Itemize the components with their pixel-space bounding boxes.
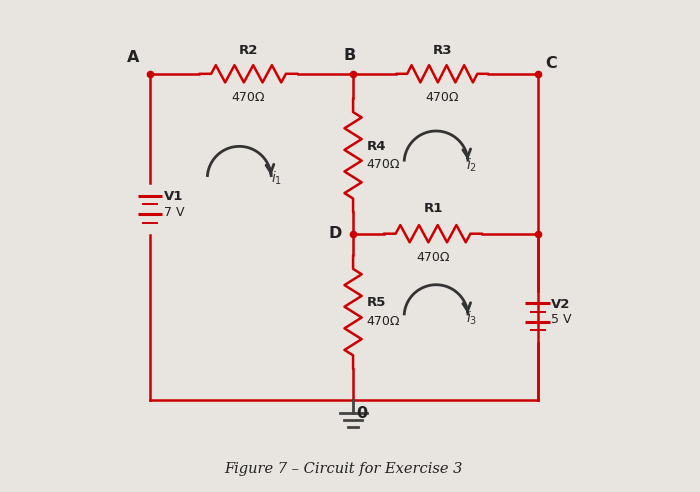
Text: 470Ω: 470Ω [416, 251, 450, 264]
Text: A: A [127, 50, 139, 64]
Text: 7 V: 7 V [164, 206, 184, 218]
Text: 5 V: 5 V [551, 313, 572, 326]
Text: $i_2$: $i_2$ [466, 156, 477, 174]
Text: C: C [545, 56, 557, 71]
Text: $i_1$: $i_1$ [271, 170, 282, 187]
Text: B: B [344, 48, 356, 62]
Text: Figure 7 – Circuit for Exercise 3: Figure 7 – Circuit for Exercise 3 [225, 461, 463, 476]
Text: R3: R3 [433, 44, 452, 57]
Text: $i_3$: $i_3$ [466, 310, 477, 327]
Text: R2: R2 [239, 44, 258, 57]
Text: 0: 0 [356, 406, 368, 421]
Text: V1: V1 [164, 190, 183, 203]
Text: 470Ω: 470Ω [426, 91, 459, 104]
Text: D: D [328, 226, 342, 241]
Text: 470Ω: 470Ω [367, 315, 400, 328]
Text: R1: R1 [424, 202, 442, 215]
Text: 470Ω: 470Ω [367, 158, 400, 171]
Text: V2: V2 [551, 298, 570, 311]
Text: 470Ω: 470Ω [232, 91, 265, 104]
Text: R4: R4 [367, 140, 386, 153]
Text: R5: R5 [367, 296, 386, 309]
